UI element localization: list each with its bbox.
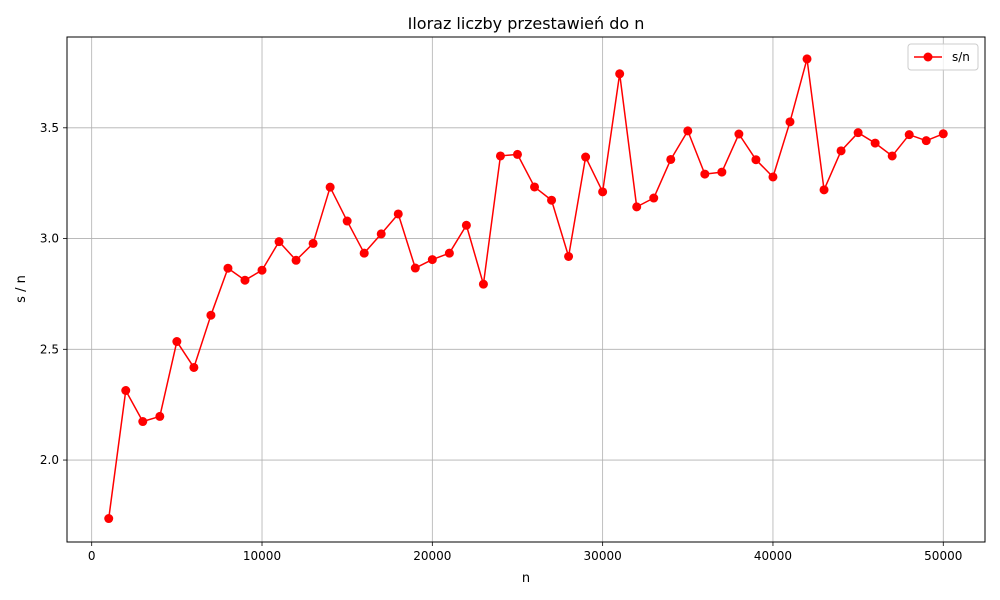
data-point (189, 362, 199, 372)
data-point (683, 126, 693, 136)
data-point (836, 146, 846, 156)
x-axis-label: n (522, 571, 530, 586)
data-point (444, 248, 454, 258)
y-axis-label: s / n (14, 275, 29, 303)
data-point (530, 182, 540, 192)
data-point (768, 172, 778, 182)
data-point (547, 195, 557, 205)
data-point (666, 154, 676, 164)
chart-title: Iloraz liczby przestawień do n (408, 14, 645, 33)
grid-lines (67, 37, 985, 542)
y-tick-label: 2.5 (40, 342, 59, 356)
y-tick-label: 2.0 (40, 453, 59, 467)
y-tick-label: 3.0 (40, 232, 59, 246)
data-point (393, 209, 403, 219)
data-point (257, 265, 267, 275)
data-point (495, 151, 505, 161)
data-point (819, 185, 829, 195)
data-point (921, 136, 931, 146)
data-point (376, 229, 386, 239)
series-layer (104, 54, 948, 524)
legend-box (907, 43, 979, 71)
data-point (649, 193, 659, 203)
data-point (478, 279, 488, 289)
data-point (598, 187, 608, 197)
data-point (410, 263, 420, 273)
data-point (581, 152, 591, 162)
data-point (291, 255, 301, 265)
x-tick-label: 50000 (924, 549, 962, 563)
data-point (615, 69, 625, 79)
data-point (751, 155, 761, 165)
data-point (325, 182, 335, 192)
data-point (904, 130, 914, 140)
data-point (632, 202, 642, 212)
data-point (461, 220, 471, 230)
data-point (206, 310, 216, 320)
legend: s/n (907, 43, 979, 71)
x-tick-label: 30000 (584, 549, 622, 563)
data-point (512, 149, 522, 159)
data-point (802, 54, 812, 64)
legend-marker-swatch (923, 52, 933, 62)
data-point (104, 514, 114, 524)
data-point (785, 117, 795, 127)
data-point (274, 237, 284, 247)
data-point (717, 167, 727, 177)
data-point (223, 263, 233, 273)
data-point (172, 337, 182, 347)
data-point (938, 129, 948, 139)
data-point (342, 216, 352, 226)
data-point (359, 248, 369, 258)
x-tick-label: 10000 (243, 549, 281, 563)
data-point (700, 169, 710, 179)
x-tick-label: 20000 (413, 549, 451, 563)
plot-frame (66, 36, 986, 543)
data-point (308, 238, 318, 248)
data-point (138, 417, 148, 427)
data-point (427, 255, 437, 265)
axis-ticks: 0 10000 20000 30000 40000 50000 2.0 2.5 3.0 3.5 (40, 121, 962, 563)
data-point (564, 252, 574, 261)
data-point (240, 275, 250, 285)
x-tick-label: 0 (88, 549, 96, 563)
data-point (155, 411, 165, 421)
data-point (853, 128, 863, 138)
data-point (121, 386, 131, 395)
data-point (887, 151, 897, 161)
data-point (870, 138, 880, 148)
y-tick-label: 3.5 (40, 121, 59, 135)
x-tick-label: 40000 (754, 549, 792, 563)
legend-label: s/n (952, 50, 970, 64)
data-point (734, 129, 744, 139)
